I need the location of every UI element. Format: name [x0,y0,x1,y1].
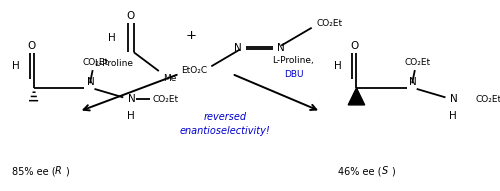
Text: +: + [186,29,196,42]
Text: H: H [334,61,342,71]
Text: Me: Me [164,74,177,83]
Text: CO₂Et: CO₂Et [316,19,342,28]
Text: DBU: DBU [284,70,303,79]
Polygon shape [348,88,364,105]
Text: reversed
enantioselectivity!: reversed enantioselectivity! [180,112,270,136]
Text: N: N [276,43,284,53]
Text: 46% ee (: 46% ee ( [338,166,382,176]
Text: CO₂Et: CO₂Et [153,95,179,104]
Text: H: H [449,112,456,121]
Text: H: H [108,33,116,43]
Text: ): ) [392,166,396,176]
Text: N: N [409,77,416,87]
Text: N: N [450,94,458,104]
Text: N: N [234,43,242,53]
Text: CO₂Et: CO₂Et [475,95,500,104]
Text: CO₂Et: CO₂Et [83,58,109,67]
Text: S: S [382,166,388,176]
Text: O: O [350,41,358,51]
Text: ): ) [66,166,69,176]
Text: O: O [28,41,36,51]
Text: EtO₂C: EtO₂C [180,66,207,75]
Text: R: R [55,166,62,176]
Text: 85% ee (: 85% ee ( [12,166,55,176]
Text: O: O [127,11,135,21]
Text: H: H [126,112,134,121]
Text: L-Proline: L-Proline [94,59,132,68]
Text: N: N [128,94,136,104]
Text: N: N [86,77,94,87]
Text: CO₂Et: CO₂Et [405,58,431,67]
Text: L-Proline,: L-Proline, [272,56,314,65]
Text: H: H [12,61,20,71]
